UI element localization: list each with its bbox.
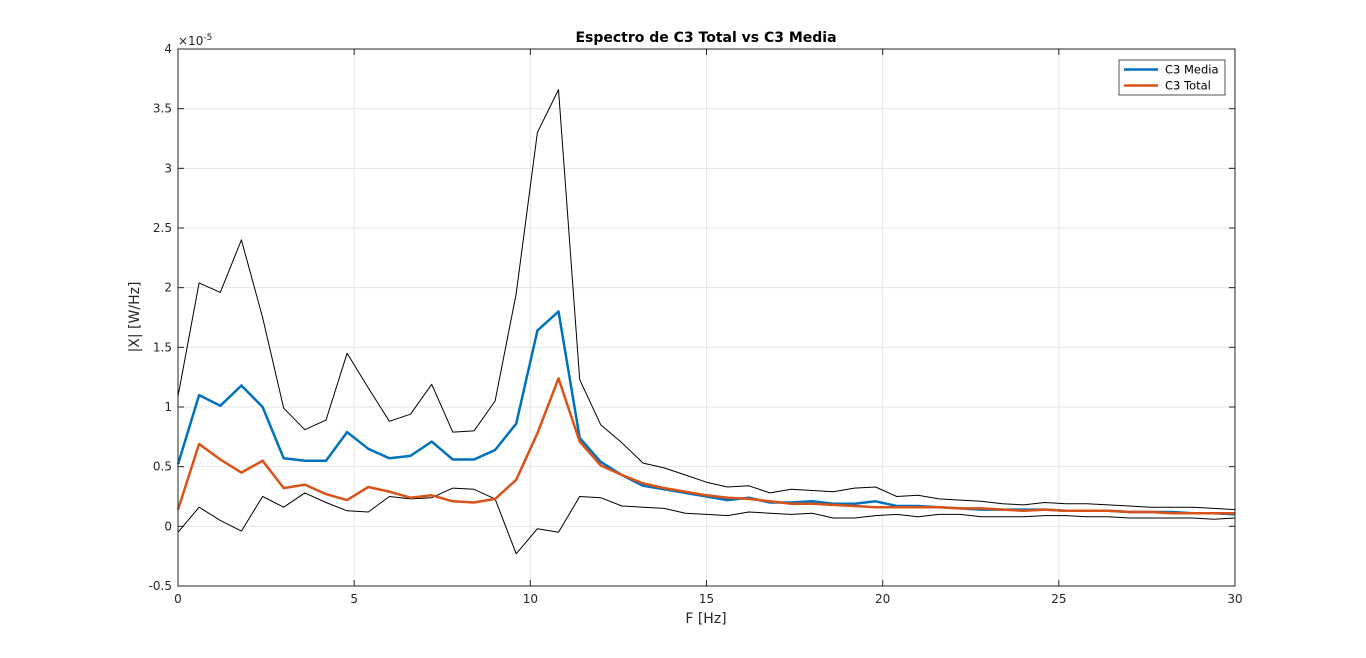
y-exponent-power: -5 xyxy=(203,33,212,43)
x-tick-label: 10 xyxy=(523,592,538,606)
x-axis-label: F [Hz] xyxy=(685,611,726,627)
y-tick-label: 3.5 xyxy=(153,102,172,116)
tick-labels: 0 5 10 15 20 25 30-0.500.511.522.533.54 xyxy=(149,42,1243,606)
y-tick-label: 4 xyxy=(164,42,172,56)
y-axis-exponent: ×10-5 xyxy=(178,33,212,48)
chart-title: Espectro de C3 Total vs C3 Media xyxy=(575,30,836,46)
x-tick-label: 20 xyxy=(875,592,890,606)
y-exponent-base: ×10 xyxy=(178,34,203,48)
envelope-line-upper xyxy=(177,89,1236,511)
x-tick-label: 5 xyxy=(350,592,358,606)
y-tick-label: 0 xyxy=(164,519,172,533)
y-axis-label: |X| [W/Hz] xyxy=(127,282,143,353)
legend: C3 Media C3 Total xyxy=(1118,59,1226,96)
legend-label-c3-total: C3 Total xyxy=(1165,79,1211,93)
y-tick-label: 2 xyxy=(164,281,172,295)
y-tick-label: 0.5 xyxy=(153,460,172,474)
series-line-c3-total xyxy=(176,377,1235,515)
x-tick-label: 25 xyxy=(1051,592,1066,606)
legend-box xyxy=(1118,59,1226,96)
y-tick-label: 2.5 xyxy=(153,221,172,235)
x-tick-label: 15 xyxy=(699,592,714,606)
series-layer xyxy=(176,89,1236,555)
legend-label-c3-media: C3 Media xyxy=(1165,63,1219,77)
x-tick-label: 0 xyxy=(174,592,182,606)
x-tick-label: 30 xyxy=(1227,592,1242,606)
ticks xyxy=(177,48,1236,587)
y-tick-label: 1.5 xyxy=(153,340,172,354)
y-tick-label: 3 xyxy=(164,161,172,175)
y-tick-label: -0.5 xyxy=(149,579,172,593)
y-tick-label: 1 xyxy=(164,400,172,414)
envelope-line-lower xyxy=(177,487,1236,555)
